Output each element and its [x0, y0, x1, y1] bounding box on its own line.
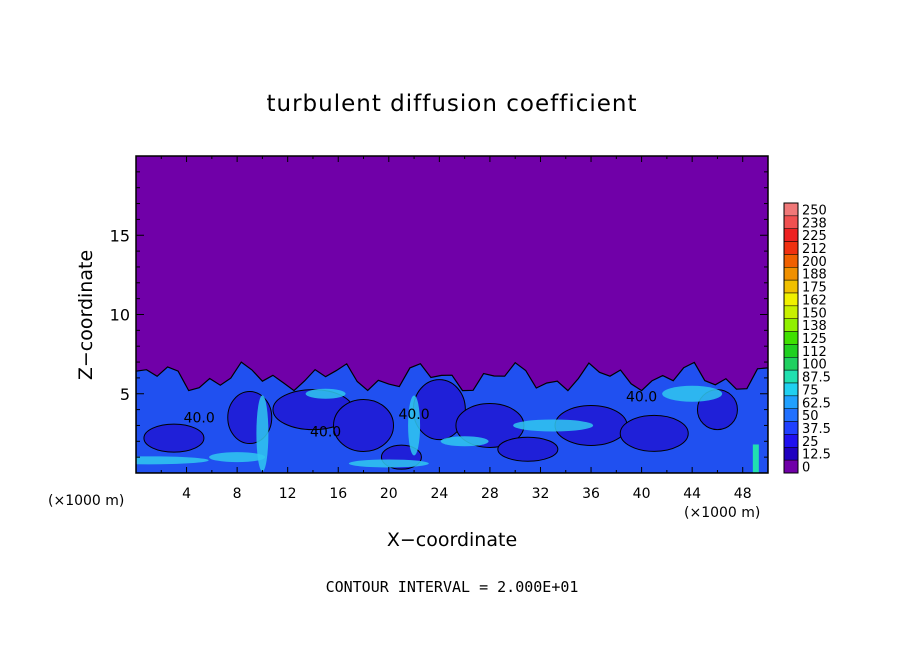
- chart-title: turbulent diffusion coefficient: [266, 91, 637, 117]
- eddy: [333, 398, 395, 452]
- colorbar-label: 75: [802, 383, 819, 398]
- eddy: [619, 414, 689, 452]
- colorbar-swatch: [783, 369, 799, 384]
- colorbar-swatch: [783, 254, 799, 268]
- x-tick-label: 36: [582, 486, 600, 502]
- colorbar-label: 162: [802, 293, 827, 308]
- colorbar-swatch: [783, 305, 799, 319]
- colorbar-swatch: [783, 357, 799, 371]
- colorbar-label: 62.5: [802, 396, 831, 411]
- y-tick-label: 10: [110, 306, 130, 325]
- contour-label: 40.0: [310, 425, 341, 441]
- colorbar-label: 225: [802, 229, 827, 244]
- streak: [513, 419, 594, 432]
- streak: [305, 388, 346, 399]
- colorbar-swatch: [783, 434, 799, 448]
- colorbar-label: 37.5: [802, 422, 831, 437]
- streak: [408, 395, 421, 456]
- colorbar-label: 212: [802, 242, 827, 257]
- streak: [256, 395, 269, 472]
- turbulent-layer: [136, 361, 768, 473]
- colorbar-swatch: [783, 215, 799, 229]
- colorbar-label: 50: [802, 409, 819, 424]
- x-unit-left: (×1000 m): [48, 493, 124, 509]
- streak: [440, 436, 489, 447]
- colorbar-label: 175: [802, 281, 827, 296]
- colorbar-label: 25: [802, 435, 819, 450]
- colorbar-label: 0: [802, 461, 810, 476]
- x-tick-label: 44: [683, 486, 701, 502]
- colorbar-swatch: [783, 228, 799, 242]
- colorbar-swatch: [783, 279, 799, 294]
- colorbar-swatch: [783, 267, 799, 281]
- y-axis: 5 10 15: [110, 171, 768, 458]
- y-tick-label: 5: [120, 385, 130, 404]
- colorbar-swatch: [783, 318, 799, 332]
- y-axis-label: Z−coordinate: [75, 250, 97, 380]
- x-tick-label: 12: [279, 486, 297, 502]
- contour-labels: 40.0 40.0 40.0 40.0: [184, 390, 658, 441]
- colorbar-swatch: [783, 202, 799, 217]
- colorbar-swatch: [783, 395, 799, 409]
- colorbar-label: 238: [802, 216, 827, 231]
- streak: [136, 456, 209, 465]
- contour-label: 40.0: [626, 390, 657, 406]
- x-axis-label: X−coordinate: [387, 529, 517, 551]
- x-tick-label: 24: [430, 486, 448, 502]
- x-tick-label: 8: [233, 486, 242, 502]
- colorbar-swatch: [783, 331, 799, 345]
- colorbar-label: 138: [802, 319, 827, 334]
- colorbar-label: 125: [802, 332, 827, 347]
- colorbar-swatch: [783, 382, 799, 397]
- colorbar-swatch: [783, 421, 799, 435]
- colorbar-label: 250: [802, 203, 827, 218]
- streak: [348, 459, 429, 468]
- plot-area: [136, 156, 768, 473]
- contour-label: 40.0: [398, 407, 429, 423]
- x-tick-label: 20: [380, 486, 398, 502]
- colorbar-swatch: [783, 241, 799, 255]
- colorbar-swatch: [783, 344, 799, 358]
- colorbar-label: 200: [802, 255, 827, 270]
- colorbar-swatch: [783, 447, 799, 461]
- colorbar-swatch: [783, 459, 799, 474]
- contour-label: 40.0: [184, 410, 215, 426]
- colorbar-label: 100: [802, 358, 827, 373]
- colorbar: 2502382252122001881751621501381251121008…: [783, 202, 831, 476]
- colorbar-label: 150: [802, 306, 827, 321]
- contour-interval: CONTOUR INTERVAL = 2.000E+01: [326, 578, 579, 596]
- eddy: [143, 423, 205, 453]
- colorbar-label: 188: [802, 268, 827, 283]
- x-tick-label: 4: [182, 486, 191, 502]
- colorbar-label: 12.5: [802, 448, 831, 463]
- x-tick-label: 48: [734, 486, 752, 502]
- streak: [209, 452, 266, 463]
- colorbar-label: 87.5: [802, 371, 831, 386]
- bright-column: [752, 444, 759, 473]
- colorbar-swatch: [783, 408, 799, 422]
- x-tick-label: 16: [329, 486, 347, 502]
- colorbar-label: 112: [802, 345, 827, 360]
- y-tick-label: 15: [110, 226, 130, 245]
- x-tick-label: 40: [633, 486, 651, 502]
- x-unit-right: (×1000 m): [684, 505, 760, 521]
- x-axis: 4 8 12 16 20 24 28 32 36 40 44 48: [160, 156, 752, 502]
- colorbar-frame: [783, 202, 799, 474]
- eddy: [497, 436, 559, 462]
- colorbar-swatch: [783, 292, 799, 307]
- x-tick-label: 32: [532, 486, 550, 502]
- x-tick-label: 28: [481, 486, 499, 502]
- streak: [662, 385, 723, 402]
